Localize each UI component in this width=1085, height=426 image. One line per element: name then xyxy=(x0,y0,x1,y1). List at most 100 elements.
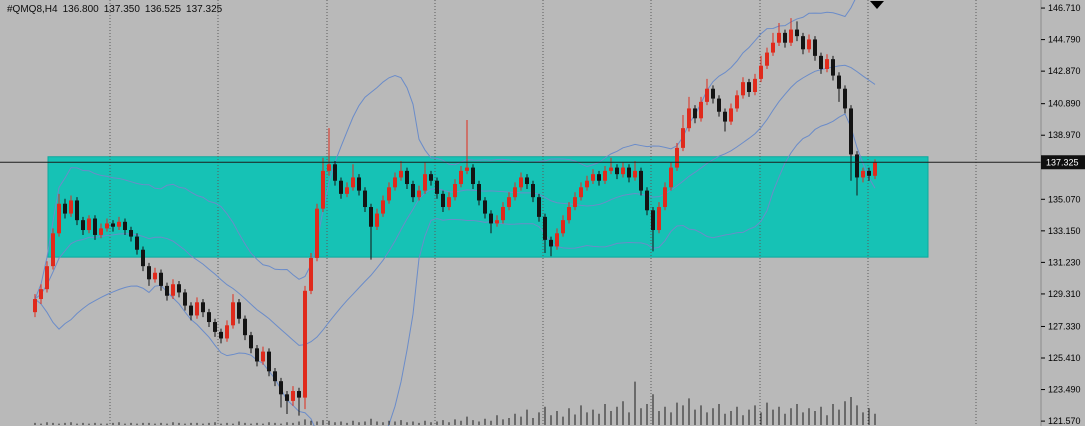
candle-body xyxy=(495,220,499,224)
candle-body xyxy=(657,207,661,231)
candle-body xyxy=(213,322,217,332)
candle-body xyxy=(369,207,373,227)
candle-body xyxy=(465,167,469,171)
candle-body xyxy=(123,221,127,231)
candle-body xyxy=(741,82,745,96)
volume-bars xyxy=(34,381,876,425)
candle-body xyxy=(687,108,691,129)
candle-body xyxy=(183,292,187,306)
candle-body xyxy=(531,184,535,198)
candle-body xyxy=(513,187,517,198)
candle-body xyxy=(795,29,799,37)
candle-body xyxy=(267,351,271,372)
candle-body xyxy=(69,200,73,214)
candle-body xyxy=(387,187,391,201)
candle-body xyxy=(543,216,547,240)
symbol-period: #QMQ8,H4 xyxy=(7,4,58,15)
candle-body xyxy=(597,174,601,181)
candle-body xyxy=(603,170,607,181)
candle-body xyxy=(777,32,781,43)
candle-body xyxy=(801,36,805,50)
down-arrow-marker-icon[interactable] xyxy=(870,1,884,9)
candle-body xyxy=(615,167,619,175)
candle-body xyxy=(99,228,103,235)
candle-body xyxy=(831,59,835,76)
candle-body xyxy=(771,42,775,53)
price-axis-label: 142.870 xyxy=(1048,66,1081,76)
price-axis-label: 133.150 xyxy=(1048,226,1081,236)
candle-body xyxy=(147,266,151,280)
candle-body xyxy=(153,272,157,280)
candle-body xyxy=(243,318,247,336)
candle-body xyxy=(393,177,397,188)
price-axis-label: 123.490 xyxy=(1048,385,1081,395)
candle-body xyxy=(645,190,649,211)
candle-body xyxy=(327,164,331,171)
candle-body xyxy=(237,302,241,319)
candle-body xyxy=(105,223,109,229)
current-price-tag-text: 137.325 xyxy=(1046,158,1079,168)
candle-body xyxy=(783,32,787,43)
candle-body xyxy=(75,200,79,221)
candle-body xyxy=(705,88,709,102)
candle-body xyxy=(135,236,139,250)
candle-body xyxy=(57,203,61,234)
candle-body xyxy=(651,210,655,231)
candle-body xyxy=(825,59,829,70)
candle-body xyxy=(861,170,865,178)
candle-body xyxy=(789,29,793,43)
candle-body xyxy=(219,331,223,339)
candle-body xyxy=(171,284,175,296)
candle-body xyxy=(693,108,697,119)
candle-body xyxy=(363,190,367,208)
price-axis-label: 146.710 xyxy=(1048,3,1081,13)
ohlc-low: 136.525 xyxy=(144,4,182,15)
candle-body xyxy=(837,75,841,89)
candles xyxy=(33,18,877,416)
highlight-rectangle[interactable] xyxy=(47,156,929,258)
bollinger-upper-band xyxy=(34,0,856,300)
candle-body xyxy=(417,190,421,198)
candle-body xyxy=(39,289,43,300)
candle-body xyxy=(723,111,727,122)
current-price-tag xyxy=(1041,155,1085,170)
candle-body xyxy=(141,249,145,267)
candle-body xyxy=(849,108,853,155)
candle-body xyxy=(309,257,313,291)
candle-body xyxy=(717,98,721,112)
price-axis[interactable]: 146.710 144.790 142.870 140.890 138.970 135.0… xyxy=(1041,3,1081,426)
candle-body xyxy=(159,272,163,286)
candle-body xyxy=(207,312,211,323)
candle-body xyxy=(93,218,97,235)
candle-body xyxy=(561,220,565,234)
price-axis-label: 138.970 xyxy=(1048,130,1081,140)
candle-body xyxy=(765,52,769,66)
price-axis-label: 131.230 xyxy=(1048,257,1081,267)
candle-body xyxy=(345,187,349,194)
candle-body xyxy=(729,108,733,122)
candle-body xyxy=(333,164,337,181)
candle-body xyxy=(261,351,265,362)
candle-body xyxy=(273,371,277,382)
candle-body xyxy=(435,180,439,194)
candle-body xyxy=(357,177,361,191)
candle-body xyxy=(819,55,823,70)
bollinger-lower-band xyxy=(34,113,876,426)
candle-body xyxy=(867,170,871,176)
candle-body xyxy=(285,394,289,401)
candle-body xyxy=(807,39,811,50)
candle-body xyxy=(225,325,229,339)
candle-body xyxy=(165,285,169,296)
candle-body xyxy=(399,170,403,178)
price-axis-label: 140.890 xyxy=(1048,99,1081,109)
candle-body xyxy=(459,170,463,185)
candle-body xyxy=(477,184,481,201)
candle-body xyxy=(201,302,205,313)
candle-body xyxy=(195,302,199,316)
candle-body xyxy=(189,305,193,316)
ohlc-high: 137.350 xyxy=(103,4,140,15)
grid-lines xyxy=(109,0,977,426)
candle-body xyxy=(519,177,523,188)
